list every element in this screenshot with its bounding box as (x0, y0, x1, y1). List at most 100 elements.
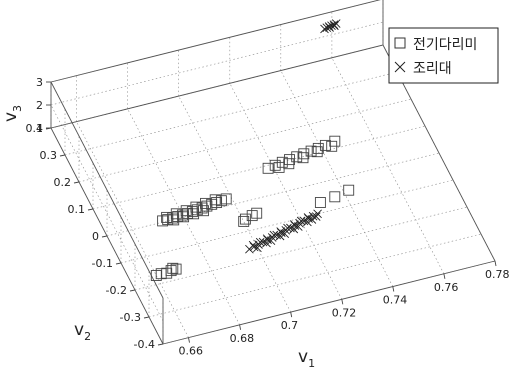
square-marker (305, 145, 317, 157)
y-tick-label: 0.4 (26, 122, 44, 135)
grid-line (50, 21, 384, 106)
x-marker (307, 215, 317, 224)
x-marker (249, 242, 259, 252)
x-tick-mark (341, 299, 344, 305)
axis-edge (50, 0, 381, 83)
x-marker (280, 229, 290, 239)
square-marker (238, 215, 250, 227)
x-tick-label: 0.76 (434, 281, 459, 294)
x-marker (311, 212, 321, 221)
axis-edge (162, 260, 496, 345)
square-marker (239, 213, 251, 225)
x-tick-mark (392, 286, 395, 292)
y-tick-label: -0.1 (92, 257, 113, 270)
square-marker (209, 194, 221, 206)
z-axis-label: v3 (1, 105, 24, 122)
grid-line (178, 95, 291, 313)
x-tick-label: 0.7 (281, 319, 299, 332)
x-tick-label: 0.72 (332, 306, 357, 319)
data-marks (150, 19, 355, 281)
legend-label-series-1: 전기다리미 (413, 37, 477, 53)
y-tick-label: -0.3 (120, 311, 141, 324)
axis-edge (50, 44, 384, 129)
x-axis-label: v1 (298, 347, 315, 370)
axis-edge (50, 81, 164, 299)
x-marker (320, 24, 329, 34)
legend-x-marker (394, 61, 406, 73)
grid-line (92, 125, 426, 210)
y-axis-label: v2 (74, 320, 91, 343)
x-tick-mark (188, 337, 190, 343)
z-tick-label: 3 (36, 76, 43, 89)
x-marker (266, 236, 276, 246)
square-marker (170, 263, 182, 275)
legend-box (388, 27, 499, 84)
y-tick-mark (115, 262, 122, 265)
x-marker (262, 238, 271, 248)
square-marker (220, 193, 232, 205)
square-marker (167, 262, 179, 274)
y-tick-label: 0 (92, 230, 99, 243)
x-marker (253, 243, 262, 253)
square-marker (329, 191, 341, 203)
y-tick-mark (143, 316, 150, 319)
square-marker (198, 205, 209, 217)
y-tick-mark (73, 181, 80, 184)
y-tick-label: 0.3 (40, 149, 58, 162)
x-axis-ticks: 0.66 0.68 0.7 0.72 0.74 0.76 0.78 (179, 260, 510, 358)
square-marker (319, 139, 331, 151)
z-tick-label: 1 (36, 122, 43, 135)
x-tick-label: 0.66 (179, 345, 204, 358)
x-tick-mark (443, 273, 446, 279)
x-marker (322, 23, 332, 33)
grid-line (50, 104, 164, 322)
x-marker (275, 231, 285, 241)
legend-square-marker (394, 37, 406, 49)
y-tick-label: 0.2 (54, 176, 72, 189)
y-axis-ticks: -0.4 -0.3 -0.2 -0.1 0 0.1 0.2 0.3 0.4 (26, 122, 164, 351)
x-tick-mark (239, 324, 242, 330)
square-marker (326, 140, 338, 152)
grid-line (127, 108, 240, 325)
x-tick-mark (494, 260, 497, 267)
y-tick-label: -0.2 (106, 284, 127, 297)
grid-line (120, 179, 454, 264)
y-tick-label: 0.1 (68, 203, 86, 216)
square-marker (269, 159, 281, 171)
square-marker (314, 197, 326, 208)
grid-line (78, 98, 412, 183)
x-marker (248, 240, 258, 250)
square-marker (311, 146, 323, 158)
y-tick-mark (59, 154, 66, 157)
y-tick-mark (129, 289, 136, 292)
x-tick-label: 0.78 (485, 268, 510, 281)
square-marker (283, 158, 295, 170)
x-marker (325, 23, 334, 32)
square-marker (246, 210, 258, 222)
square-marker (297, 152, 309, 164)
y-tick-label: -0.4 (134, 338, 155, 351)
x-marker (330, 21, 339, 31)
grid-line (229, 83, 343, 300)
square-marker (312, 142, 324, 154)
x-tick-label: 0.68 (230, 332, 255, 345)
legend-label-series-2: 조리대 (413, 61, 452, 77)
grid-line (64, 71, 398, 156)
square-marker (284, 154, 295, 166)
x-marker (289, 224, 299, 234)
legend: 전기다리미 조리대 (388, 27, 499, 84)
square-marker (251, 207, 263, 219)
square-marker (343, 184, 355, 196)
square-marker (291, 151, 303, 163)
grid-line (280, 70, 394, 287)
square-marker (262, 162, 274, 174)
z-axis-ticks: 1 2 3 (36, 76, 51, 135)
x-marker (293, 222, 303, 231)
x-tick-label: 0.74 (383, 294, 408, 307)
y-tick-mark (87, 208, 94, 211)
x-marker (303, 217, 312, 227)
square-marker (298, 148, 310, 160)
y-tick-mark (157, 343, 164, 346)
grid-line (76, 121, 189, 338)
grid-line (134, 206, 468, 291)
